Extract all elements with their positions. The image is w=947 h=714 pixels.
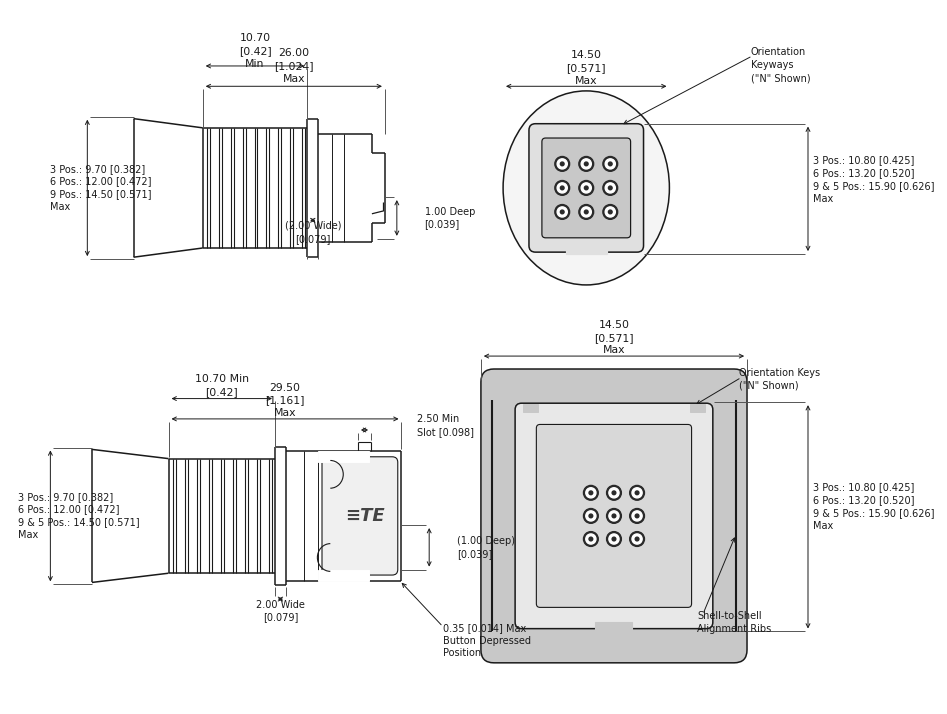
Text: 2.00 Wide
[0.079]: 2.00 Wide [0.079] <box>256 600 305 623</box>
Circle shape <box>603 156 617 171</box>
Circle shape <box>603 204 617 219</box>
Circle shape <box>605 183 616 193</box>
Circle shape <box>630 486 645 501</box>
Text: 3 Pos.: 10.80 [0.425]
6 Pos.: 13.20 [0.520]
9 & 5 Pos.: 15.90 [0.626]
Max: 3 Pos.: 10.80 [0.425] 6 Pos.: 13.20 [0.5… <box>813 483 934 531</box>
Circle shape <box>605 207 616 217</box>
Circle shape <box>632 534 642 544</box>
Text: (1.00 Deep)
[0.039]: (1.00 Deep) [0.039] <box>456 536 515 559</box>
FancyBboxPatch shape <box>515 403 713 628</box>
Text: 3 Pos.: 9.70 [0.382]
6 Pos.: 12.00 [0.472]
9 & 5 Pos.: 14.50 [0.571]
Max: 3 Pos.: 9.70 [0.382] 6 Pos.: 12.00 [0.47… <box>18 492 139 540</box>
Text: 10.70
[0.42]
Min: 10.70 [0.42] Min <box>239 34 272 69</box>
Text: 29.50
[1.161]
Max: 29.50 [1.161] Max <box>265 383 305 418</box>
Bar <box>318 451 369 463</box>
Circle shape <box>612 491 616 495</box>
Circle shape <box>561 210 564 213</box>
Bar <box>619 125 634 131</box>
Circle shape <box>586 534 596 544</box>
Circle shape <box>583 508 599 523</box>
Text: 2.50 Min
Slot [0.098]: 2.50 Min Slot [0.098] <box>418 414 474 437</box>
Circle shape <box>557 207 567 217</box>
Circle shape <box>555 156 569 171</box>
Circle shape <box>557 183 567 193</box>
FancyBboxPatch shape <box>322 457 398 575</box>
Circle shape <box>579 181 594 196</box>
Circle shape <box>589 537 593 541</box>
Circle shape <box>589 514 593 518</box>
Circle shape <box>608 162 612 166</box>
Circle shape <box>561 162 564 166</box>
Text: 10.70 Min
[0.42]: 10.70 Min [0.42] <box>195 374 249 397</box>
Circle shape <box>583 532 599 546</box>
Text: Shell-to-Shell
Alignment Ribs: Shell-to-Shell Alignment Ribs <box>697 611 772 634</box>
Circle shape <box>612 514 616 518</box>
Circle shape <box>608 186 612 190</box>
Circle shape <box>632 511 642 521</box>
Circle shape <box>603 181 617 196</box>
Circle shape <box>583 486 599 501</box>
Bar <box>596 622 633 631</box>
Bar <box>538 125 553 131</box>
Circle shape <box>555 204 569 219</box>
Circle shape <box>581 159 591 169</box>
Circle shape <box>584 186 588 190</box>
Circle shape <box>586 488 596 498</box>
Text: 1.00 Deep
[0.039]: 1.00 Deep [0.039] <box>424 206 475 229</box>
Circle shape <box>586 511 596 521</box>
Circle shape <box>635 514 639 518</box>
Circle shape <box>561 186 564 190</box>
Circle shape <box>584 210 588 213</box>
Circle shape <box>630 508 645 523</box>
FancyBboxPatch shape <box>536 424 691 608</box>
Circle shape <box>609 511 619 521</box>
Circle shape <box>579 156 594 171</box>
Circle shape <box>635 491 639 495</box>
Circle shape <box>605 159 616 169</box>
Text: 14.50
[0.571]
Max: 14.50 [0.571] Max <box>566 50 606 86</box>
Text: Orientation
Keyways
("N" Shown): Orientation Keyways ("N" Shown) <box>751 47 811 83</box>
Bar <box>318 570 369 580</box>
Ellipse shape <box>503 91 670 285</box>
Bar <box>524 404 538 411</box>
Text: 14.50
[0.571]
Max: 14.50 [0.571] Max <box>594 320 634 356</box>
Circle shape <box>612 537 616 541</box>
Circle shape <box>557 159 567 169</box>
Text: (2.00 Wide)
[0.079]: (2.00 Wide) [0.079] <box>284 221 341 243</box>
Text: 0.35 [0.014] Max
Button Depressed
Position: 0.35 [0.014] Max Button Depressed Positi… <box>443 623 531 658</box>
Text: Orientation Keys
("N" Shown): Orientation Keys ("N" Shown) <box>739 368 820 391</box>
Circle shape <box>581 183 591 193</box>
Circle shape <box>609 534 619 544</box>
Circle shape <box>579 204 594 219</box>
Bar <box>689 404 705 411</box>
Circle shape <box>555 181 569 196</box>
Text: ≡TE: ≡TE <box>345 507 384 525</box>
Circle shape <box>607 486 621 501</box>
Text: 3 Pos.: 9.70 [0.382]
6 Pos.: 12.00 [0.472]
9 Pos.: 14.50 [0.571]
Max: 3 Pos.: 9.70 [0.382] 6 Pos.: 12.00 [0.47… <box>50 164 152 212</box>
Circle shape <box>584 162 588 166</box>
Circle shape <box>630 532 645 546</box>
FancyBboxPatch shape <box>542 138 631 238</box>
Text: 26.00
[1.024]
Max: 26.00 [1.024] Max <box>274 48 313 84</box>
Circle shape <box>607 508 621 523</box>
FancyBboxPatch shape <box>529 124 644 252</box>
Text: 3 Pos.: 10.80 [0.425]
6 Pos.: 13.20 [0.520]
9 & 5 Pos.: 15.90 [0.626]
Max: 3 Pos.: 10.80 [0.425] 6 Pos.: 13.20 [0.5… <box>813 156 934 203</box>
Circle shape <box>589 491 593 495</box>
Circle shape <box>609 488 619 498</box>
Bar <box>566 245 607 254</box>
Circle shape <box>635 537 639 541</box>
FancyBboxPatch shape <box>481 369 747 663</box>
Circle shape <box>581 207 591 217</box>
Circle shape <box>632 488 642 498</box>
Circle shape <box>607 532 621 546</box>
Circle shape <box>608 210 612 213</box>
